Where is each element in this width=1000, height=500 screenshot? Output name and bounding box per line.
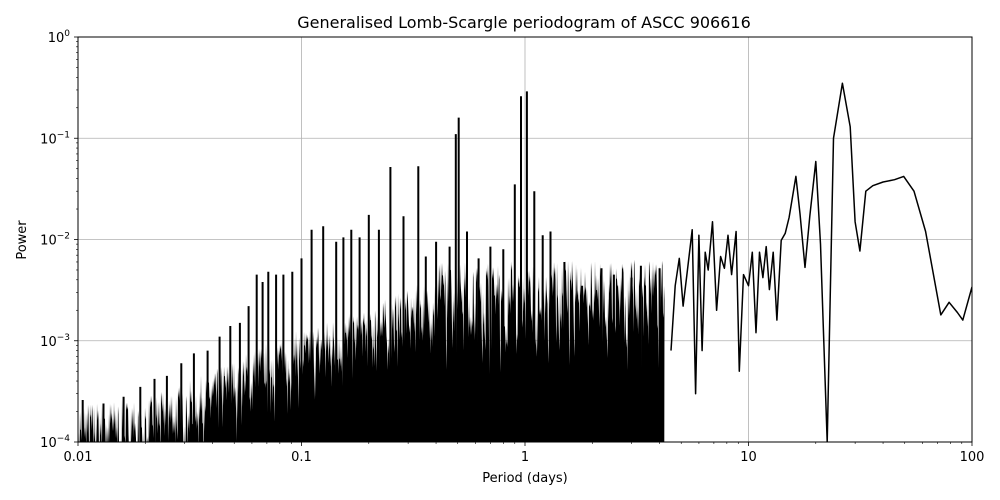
plot-area (78, 82, 972, 442)
y-tick-label: 10−2 (40, 232, 70, 249)
noise-forest (78, 259, 665, 442)
y-axis-ticks: 10−4 10−3 10−2 10−1 100 (40, 29, 78, 451)
x-tick-label: 1 (521, 450, 529, 465)
alias-spikes (81, 91, 661, 442)
x-tick-label: 100 (960, 450, 985, 465)
grid-lines (78, 37, 972, 442)
x-tick-label: 10 (740, 450, 757, 465)
x-tick-label: 0.01 (64, 450, 93, 465)
y-tick-label: 100 (48, 29, 71, 46)
y-tick-label: 10−4 (40, 434, 70, 451)
power-curve (670, 82, 972, 442)
chart-title: Generalised Lomb-Scargle periodogram of … (297, 13, 751, 32)
x-tick-label: 0.1 (291, 450, 312, 465)
y-tick-label: 10−3 (40, 333, 70, 350)
y-axis-label: Power (15, 220, 30, 260)
x-axis-ticks: 0.01 0.1 1 10 100 (64, 442, 985, 465)
x-axis-label: Period (days) (482, 471, 568, 486)
y-tick-label: 10−1 (40, 130, 70, 147)
